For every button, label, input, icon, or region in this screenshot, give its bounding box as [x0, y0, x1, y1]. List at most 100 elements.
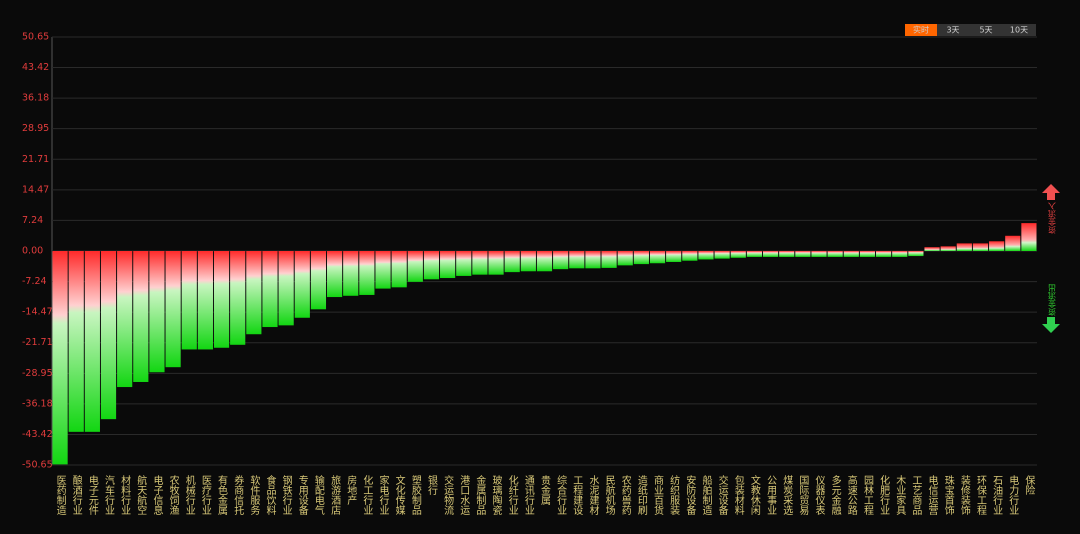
bar	[795, 251, 811, 257]
x-tick-label: 材料行业	[119, 474, 131, 515]
bar	[343, 251, 359, 296]
bar	[714, 251, 730, 259]
bar	[213, 251, 230, 348]
bar	[375, 251, 391, 289]
bar	[746, 251, 763, 257]
x-tick-label: 农药兽药	[619, 474, 631, 516]
bar	[617, 251, 633, 266]
button[interactable]: 5天	[979, 26, 992, 35]
x-tick-label: 有色金属	[216, 474, 228, 516]
bar	[811, 251, 827, 257]
x-tick-label: 文教休闲	[748, 474, 760, 516]
bar	[472, 251, 488, 275]
y-tick-label: 43.42	[22, 62, 49, 73]
x-tick-label: 装修装饰	[958, 474, 970, 516]
x-tick-label: 多元金融	[829, 474, 841, 516]
button-bg[interactable]	[1003, 24, 1036, 36]
button-bg[interactable]	[905, 24, 937, 36]
x-tick-label: 文化传媒	[393, 474, 405, 516]
bar	[504, 251, 520, 273]
bar	[68, 251, 84, 432]
button[interactable]: 10天	[1010, 26, 1028, 35]
button[interactable]: 3天	[946, 26, 959, 35]
x-tick-label: 化工行业	[361, 474, 373, 515]
x-tick-label: 化肥行业	[878, 474, 890, 515]
inflow-arrow	[1042, 184, 1060, 200]
controls: 实时 3天 5天 10天	[905, 24, 1036, 36]
y-tick-label: 21.71	[22, 154, 49, 165]
bar	[440, 251, 456, 279]
bar	[165, 251, 181, 368]
bar	[520, 251, 536, 272]
x-tick-label: 电信运营	[926, 474, 938, 516]
bar	[762, 251, 779, 257]
bar	[84, 251, 100, 432]
x-tick-label: 券商信托	[232, 474, 244, 515]
bar	[940, 246, 956, 251]
bar	[117, 251, 133, 388]
button-bg[interactable]	[937, 24, 970, 36]
x-tick-label: 农牧饲渔	[167, 474, 179, 516]
y-tick-label: -50.65	[22, 460, 53, 471]
x-tick-label: 工艺商品	[910, 475, 922, 516]
x-tick-label: 珠宝首饰	[942, 474, 954, 516]
y-tick-label: -36.18	[22, 398, 53, 409]
x-tick-label: 化纤行业	[506, 474, 518, 515]
x-tick-label: 石油行业	[991, 475, 1003, 515]
bar	[262, 251, 278, 328]
x-tick-label: 交运物流	[442, 474, 454, 516]
x-tick-label: 电子信息	[151, 474, 163, 515]
x-tick-label: 食品饮料	[264, 474, 276, 516]
x-tick-label: 船舶制造	[700, 474, 712, 515]
y-tick-label: 0.00	[22, 246, 43, 257]
x-tick-label: 专用设备	[296, 474, 308, 516]
x-tick-label: 银行	[425, 474, 437, 496]
x-tick-label: 煤炭采选	[781, 474, 793, 516]
x-tick-label: 机械行业	[183, 474, 195, 515]
button[interactable]: 实时	[913, 25, 929, 35]
bar	[423, 251, 440, 280]
x-tick-label: 电力行业	[1007, 474, 1019, 515]
x-tick-label: 公用事业	[765, 475, 777, 515]
x-tick-label: 交运设备	[716, 474, 728, 516]
bar	[843, 251, 859, 257]
x-tick-label: 园林工程	[861, 475, 873, 515]
button-bg[interactable]	[970, 24, 1003, 36]
outflow-label: 资金流出	[1048, 283, 1057, 317]
bar	[924, 247, 940, 251]
bar	[52, 251, 68, 465]
bar	[246, 251, 262, 335]
y-tick-label: -28.95	[22, 368, 53, 379]
x-tick-label: 钢铁行业	[280, 474, 292, 515]
bar	[133, 251, 149, 382]
x-tick-label: 民航机场	[603, 475, 615, 516]
y-tick-label: -14.47	[22, 307, 53, 318]
bar	[1005, 235, 1021, 251]
outflow-arrow	[1042, 317, 1060, 333]
x-tick-label: 旅游酒店	[329, 474, 341, 516]
y-tick-label: 36.18	[22, 93, 49, 104]
x-tick-label: 国际贸易	[797, 475, 809, 516]
y-tick-label: 7.24	[22, 215, 43, 226]
x-tick-label: 综合行业	[555, 474, 567, 515]
x-tick-label: 纺织服装	[668, 474, 680, 516]
bar	[197, 251, 213, 350]
bar	[278, 251, 294, 326]
x-tick-label: 塑胶制品	[409, 475, 421, 516]
x-tick-label: 房地产	[345, 474, 357, 506]
x-tick-label: 输配电气	[312, 474, 324, 515]
x-tick-label: 安防设备	[684, 474, 696, 516]
x-tick-label: 高速公路	[845, 474, 857, 516]
x-tick-label: 保险	[1023, 474, 1035, 496]
bar	[601, 251, 617, 268]
bar	[553, 251, 569, 270]
bar	[1021, 223, 1037, 251]
x-tick-label: 造纸印刷	[635, 474, 647, 515]
x-tick-label: 仪器仪表	[813, 475, 825, 516]
bar	[310, 251, 327, 310]
x-tick-label: 酿酒行业	[70, 474, 82, 515]
x-tick-label: 环保工程	[974, 475, 986, 515]
x-tick-label: 木业家具	[894, 475, 906, 516]
bar	[956, 243, 972, 251]
